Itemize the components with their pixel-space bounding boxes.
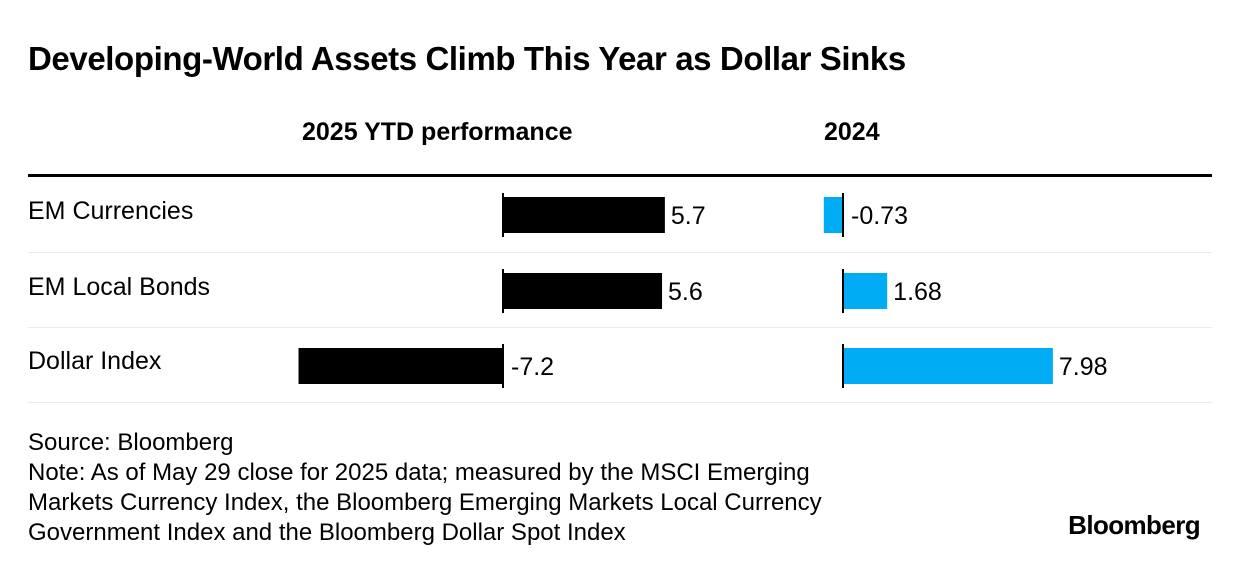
row-separator <box>28 327 1212 328</box>
bar-2024-0 <box>823 197 843 233</box>
bar-2025-0 <box>503 197 665 233</box>
note-line: Note: As of May 29 close for 2025 data; … <box>28 459 810 486</box>
data-label-2024-1: 1.68 <box>893 278 942 306</box>
data-label-2025-1: 5.6 <box>668 278 703 306</box>
bar-2024-1 <box>843 273 888 309</box>
column-header-2024: 2024 <box>824 118 880 146</box>
header-rule <box>28 174 1212 177</box>
bloomberg-logo: Bloomberg <box>1068 510 1200 540</box>
chart-title: Developing-World Assets Climb This Year … <box>28 40 906 77</box>
data-label-2024-2: 7.98 <box>1059 353 1108 381</box>
data-label-2024-0: -0.73 <box>851 202 908 230</box>
data-label-2025-2: -7.2 <box>511 353 554 381</box>
row-separator <box>28 402 1212 403</box>
column-header-2025: 2025 YTD performance <box>302 118 573 146</box>
note-line: Government Index and the Bloomberg Dolla… <box>28 519 626 546</box>
row-label-em-currencies: EM Currencies <box>28 197 194 225</box>
bar-2024-2 <box>843 348 1053 384</box>
row-label-em-local-bonds: EM Local Bonds <box>28 273 211 301</box>
bar-2025-1 <box>503 273 663 309</box>
row-separator <box>28 252 1212 253</box>
footer: Source: Bloomberg Note: As of May 29 clo… <box>28 428 822 548</box>
source-text: Source: Bloomberg <box>28 429 234 456</box>
note-line: Markets Currency Index, the Bloomberg Em… <box>28 489 822 516</box>
bar-2025-2 <box>298 348 503 384</box>
data-label-2025-0: 5.7 <box>671 202 706 230</box>
row-label-dollar-index: Dollar Index <box>28 347 162 375</box>
